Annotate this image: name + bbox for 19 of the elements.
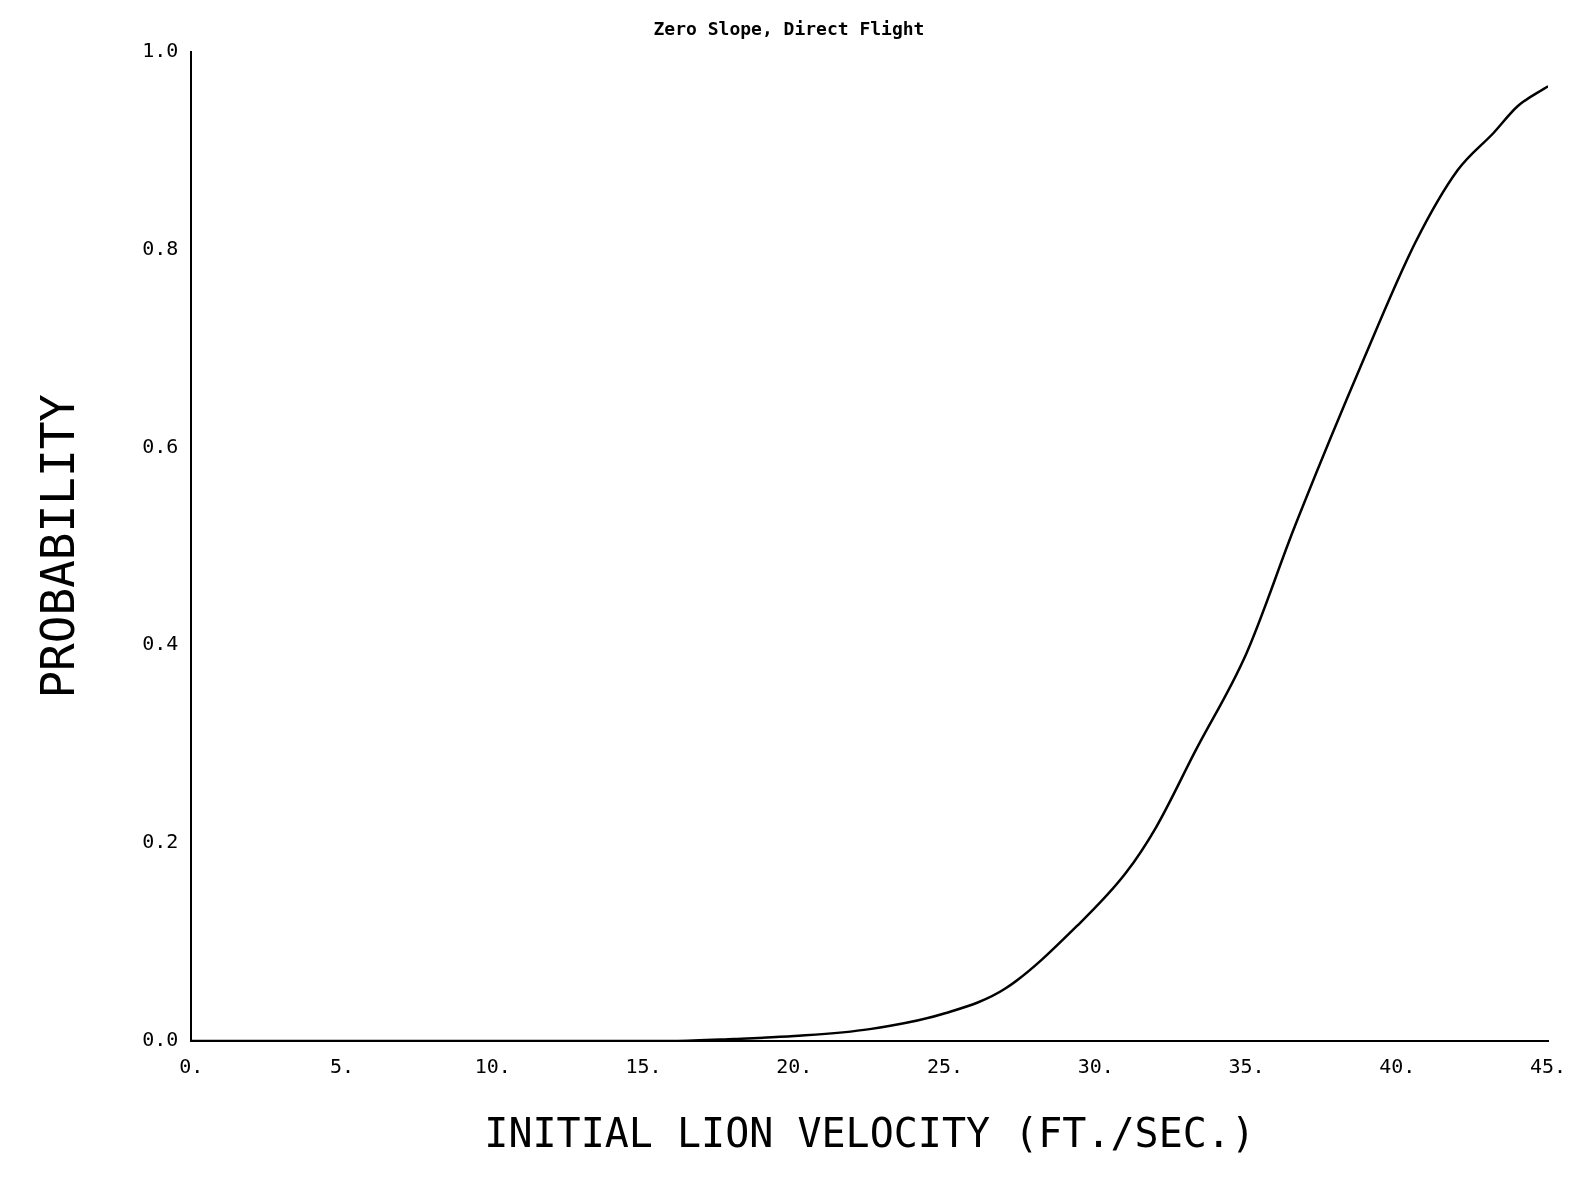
y-axis-title: PROBABILITY	[30, 393, 85, 699]
y-tick-label: 0.4	[142, 631, 179, 656]
y-tick-label: 0.2	[142, 829, 179, 854]
x-tick-label: 10.	[474, 1054, 511, 1079]
x-tick-label: 45.	[1529, 1054, 1567, 1079]
y-tick-label: 0.8	[142, 235, 179, 260]
y-tick-label: 0.6	[142, 433, 179, 458]
x-tick-label: 5.	[330, 1054, 355, 1079]
y-tick-label: 0.0	[142, 1027, 179, 1052]
x-tick-label: 25.	[926, 1054, 964, 1079]
x-tick-label: 0.	[179, 1054, 204, 1079]
x-tick-label: 30.	[1077, 1054, 1114, 1079]
x-tick-label: 35.	[1228, 1054, 1265, 1079]
x-tick-label: 20.	[776, 1054, 813, 1079]
y-tick-label: 1.0	[142, 37, 179, 62]
x-tick-label: 40.	[1379, 1054, 1416, 1079]
x-tick-label: 15.	[625, 1054, 662, 1079]
chart-title: Zero Slope, Direct Flight	[653, 18, 925, 40]
x-axis-title: INITIAL LION VELOCITY (FT./SEC.)	[484, 1110, 1255, 1157]
